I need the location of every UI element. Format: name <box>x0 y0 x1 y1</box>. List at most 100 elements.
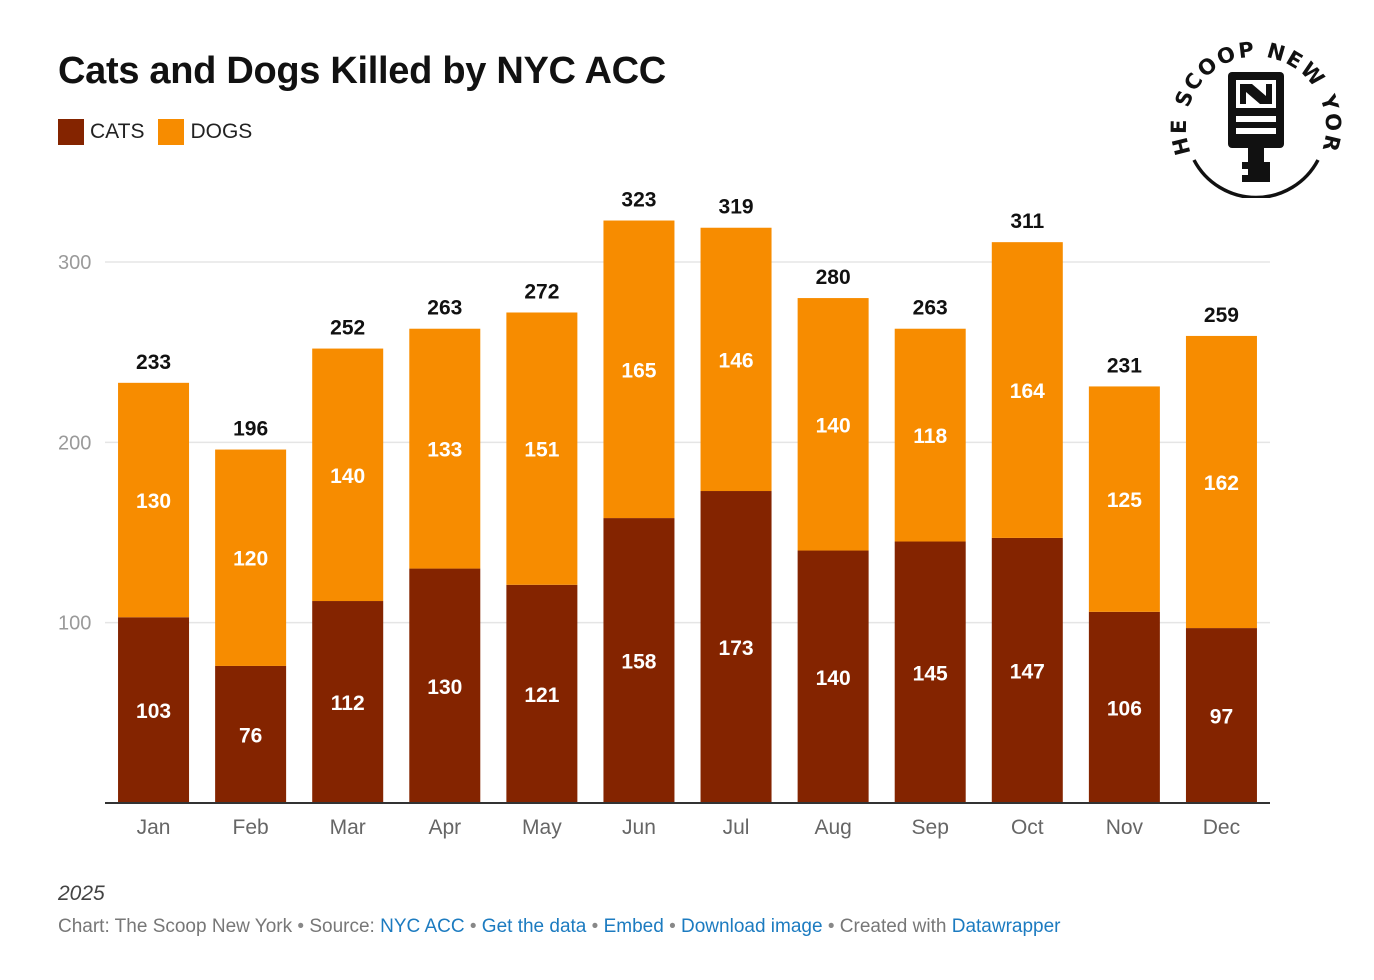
bar-cats-nov <box>1088 611 1160 803</box>
data-label-dogs: 140 <box>330 465 365 488</box>
bar-dogs-jun <box>603 220 675 519</box>
bar-dogs-dec <box>1185 335 1257 629</box>
data-label-total: 280 <box>816 266 851 289</box>
data-label-total: 323 <box>621 189 656 212</box>
legend-label-dogs: DOGS <box>190 120 253 143</box>
footer-source-link[interactable]: NYC ACC <box>380 916 465 937</box>
chart-title: Cats and Dogs Killed by NYC ACC <box>58 50 666 92</box>
bars <box>118 220 1257 803</box>
data-label-cats: 112 <box>331 692 365 715</box>
y-tick-label: 100 <box>58 613 91 635</box>
data-label-dogs: 151 <box>524 439 559 462</box>
x-tick-label: Apr <box>428 816 461 839</box>
data-label-dogs: 165 <box>621 359 656 382</box>
x-tick-label: Oct <box>1011 816 1044 839</box>
bar-cats-may <box>506 584 578 803</box>
footer-datawrapper-link[interactable]: Datawrapper <box>951 916 1061 937</box>
data-label-cats: 173 <box>719 637 754 660</box>
data-label-cats: 145 <box>913 662 948 685</box>
x-tick-label: May <box>522 816 562 839</box>
bar-cats-dec <box>1185 628 1257 803</box>
x-tick-label: Nov <box>1106 816 1144 839</box>
gridlines: 100 200 300 <box>58 252 1270 635</box>
legend-swatch-dogs <box>158 119 185 145</box>
data-label-total: 252 <box>330 317 365 340</box>
data-label-cats: 130 <box>427 676 462 699</box>
legend-swatch-cats <box>58 119 84 145</box>
bar-dogs-may <box>506 312 578 585</box>
bar-dogs-sep <box>894 328 966 542</box>
x-tick-label: Dec <box>1203 816 1240 839</box>
scoop-monogram-icon <box>1228 72 1284 182</box>
logo-bottom-arc <box>1192 159 1320 198</box>
data-label-cats: 103 <box>136 700 171 723</box>
legend-item-cats: CATS <box>58 119 144 145</box>
data-label-cats: 158 <box>621 651 656 674</box>
x-tick-label: Sep <box>912 816 949 839</box>
data-label-dogs: 140 <box>816 414 851 437</box>
footer-get-data-link[interactable]: Get the data <box>481 916 587 937</box>
footer-separator: • <box>827 916 835 937</box>
x-tick-label: Mar <box>330 816 366 839</box>
footer-embed-link[interactable]: Embed <box>603 916 664 937</box>
bar-cats-aug <box>797 550 869 803</box>
data-label-dogs: 118 <box>913 425 947 448</box>
bar-dogs-aug <box>797 298 869 551</box>
bar-dogs-jan <box>118 382 190 618</box>
bar-cats-jan <box>118 617 190 803</box>
bar-cats-jul <box>700 491 772 803</box>
data-label-total: 259 <box>1204 304 1239 327</box>
chart-note-year: 2025 <box>58 882 105 905</box>
y-tick-label: 200 <box>58 432 91 454</box>
chart-footer: Chart: The Scoop New York • Source: NYC … <box>58 916 1061 938</box>
footer-created-with: Created with <box>839 916 947 937</box>
chart-legend: CATS DOGS <box>58 119 266 145</box>
bar-dogs-oct <box>991 242 1063 538</box>
data-label-total: 263 <box>427 297 462 320</box>
x-axis: Jan Feb Mar Apr May Jun Jul Aug Sep Oct Nov Dec <box>105 802 1270 839</box>
data-label-dogs: 164 <box>1010 380 1045 403</box>
data-labels: 103 130 233 76 120 196 112 140 252 130 133 263 121 15… <box>136 189 1239 748</box>
data-label-dogs: 120 <box>233 548 268 571</box>
footer-separator: • <box>591 916 599 937</box>
data-label-total: 233 <box>136 351 171 374</box>
x-tick-label: Feb <box>233 816 269 839</box>
data-label-cats: 140 <box>816 667 851 690</box>
data-label-total: 311 <box>1010 210 1044 233</box>
data-label-dogs: 146 <box>719 349 754 372</box>
y-tick-label: 300 <box>58 252 91 274</box>
data-label-total: 272 <box>524 280 559 303</box>
bar-dogs-feb <box>215 449 287 666</box>
bar-cats-apr <box>409 568 481 803</box>
bar-cats-sep <box>894 541 966 803</box>
data-label-dogs: 133 <box>427 439 462 462</box>
data-label-dogs: 125 <box>1107 489 1142 512</box>
footer-separator: • <box>669 916 676 937</box>
data-label-cats: 147 <box>1010 660 1045 683</box>
data-label-total: 196 <box>233 418 268 441</box>
footer-separator: • <box>469 916 477 937</box>
x-tick-label: Jan <box>137 816 171 839</box>
bar-dogs-mar <box>312 348 384 602</box>
data-label-dogs: 162 <box>1204 472 1239 495</box>
bar-cats-mar <box>312 601 384 803</box>
footer-separator: • <box>297 916 305 937</box>
data-label-cats: 76 <box>239 724 262 747</box>
x-tick-label: Jul <box>723 816 750 839</box>
bar-cats-oct <box>991 537 1063 803</box>
data-label-dogs: 130 <box>136 490 171 513</box>
legend-item-dogs: DOGS <box>158 119 252 145</box>
footer-chart-credit: Chart: The Scoop New York <box>58 916 293 937</box>
bar-dogs-jul <box>700 227 772 492</box>
data-label-cats: 106 <box>1107 697 1142 720</box>
bar-cats-jun <box>603 518 675 803</box>
scoop-new-york-logo: THE SCOOP NEW YORK <box>1168 32 1343 198</box>
data-label-total: 263 <box>913 297 948 320</box>
data-label-cats: 121 <box>524 684 559 707</box>
data-label-total: 231 <box>1107 354 1142 377</box>
data-label-cats: 97 <box>1210 706 1233 729</box>
footer-download-image-link[interactable]: Download image <box>681 916 823 937</box>
legend-label-cats: CATS <box>90 120 145 143</box>
bar-cats-feb <box>215 665 287 803</box>
